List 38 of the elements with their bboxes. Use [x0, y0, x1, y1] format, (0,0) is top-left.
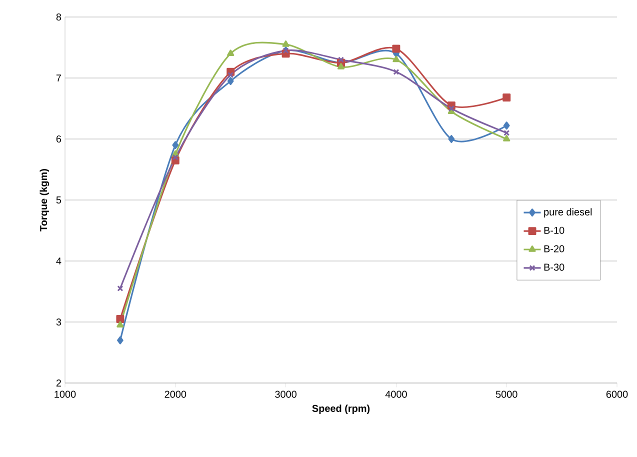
x-tick-label: 5000 [496, 390, 518, 398]
point [172, 141, 179, 150]
point [172, 154, 178, 160]
point [228, 72, 234, 78]
y-tick-label: 4 [56, 258, 62, 264]
legend-label: B-20 [544, 245, 564, 252]
point [338, 56, 344, 63]
point [392, 44, 400, 53]
x-tick-label: 2000 [164, 390, 186, 398]
y-tick-label: 6 [56, 135, 62, 143]
point [117, 336, 124, 344]
x-tick-label: 3000 [275, 390, 296, 398]
point [502, 94, 511, 102]
y-tick-label: 8 [56, 13, 62, 21]
point [337, 63, 345, 70]
y-tick-label: 3 [56, 318, 62, 326]
x-tick-label: 4000 [385, 390, 407, 398]
point [282, 40, 290, 47]
legend-label: B-10 [544, 226, 564, 234]
y-tick-label: 7 [56, 74, 61, 82]
point [503, 122, 510, 130]
x-tick-label: 1000 [54, 390, 76, 398]
y-tick-label: 2 [56, 380, 61, 386]
point [392, 56, 400, 62]
x-axis-title: Speed (rpm) [312, 404, 370, 414]
point [503, 135, 510, 142]
point [448, 105, 454, 112]
legend-label: pure diesel [544, 208, 592, 218]
point [116, 321, 124, 328]
point [227, 50, 234, 56]
x-tick-label: 6000 [606, 390, 628, 398]
y-tick-label: 5 [56, 196, 62, 204]
point [116, 314, 124, 323]
y-axis-title: Torque (kgm) [40, 169, 50, 232]
point [448, 135, 455, 143]
legend-label: B-30 [544, 264, 564, 271]
point [393, 68, 400, 75]
point [227, 77, 234, 86]
